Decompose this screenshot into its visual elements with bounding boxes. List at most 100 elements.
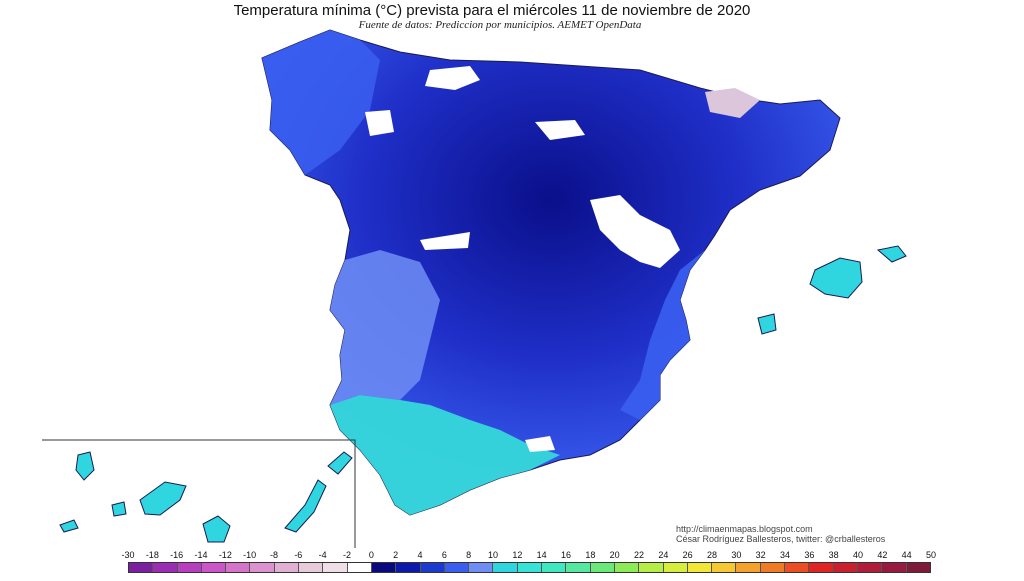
- legend-swatch: [736, 563, 761, 572]
- legend-swatch: [469, 563, 494, 572]
- credits-url: http://climaenmapas.blogspot.com: [676, 524, 813, 534]
- legend-swatch: [687, 563, 713, 572]
- temperature-legend: -30 -18 -16 -14 -12 -10 -8 -6 -4 -2 0 2 4 6 8 10 12 14 16 1…: [121, 550, 936, 576]
- island-gran-canaria: [202, 515, 231, 543]
- frost-sierra-nevada: [525, 436, 555, 452]
- legend-swatch: [129, 563, 154, 572]
- legend-swatch: [323, 563, 348, 572]
- legend-label: 18: [585, 550, 596, 560]
- frost-burgos: [535, 120, 585, 140]
- legend-swatch: [371, 563, 397, 572]
- legend-swatch: [566, 563, 591, 572]
- legend-label: 38: [828, 550, 839, 560]
- legend-swatch: [347, 563, 372, 572]
- island-lanzarote: [327, 451, 353, 475]
- island-ibiza: [757, 313, 777, 335]
- island-tenerife: [139, 481, 187, 516]
- legend-label: 14: [536, 550, 547, 560]
- credits: http://climaenmapas.blogspot.com César R…: [676, 524, 885, 544]
- legend-swatch: [590, 563, 615, 572]
- southwest-mild-zone: [330, 250, 440, 405]
- legend-swatch: [299, 563, 324, 572]
- island-la-palma: [75, 451, 95, 481]
- frost-cantabrian: [425, 66, 480, 90]
- legend-label: 0: [368, 550, 374, 560]
- legend-swatch: [614, 563, 640, 572]
- legend-label: 22: [633, 550, 644, 560]
- legend-swatch: [542, 563, 567, 572]
- legend-swatch: [420, 563, 445, 572]
- frost-leon: [365, 110, 394, 136]
- legend-swatch: [177, 563, 202, 572]
- legend-swatch: [809, 563, 834, 572]
- legend-label: -14: [194, 550, 208, 560]
- legend-swatch: [906, 563, 930, 572]
- legend-swatch: [444, 563, 470, 572]
- frost-iberian-system: [590, 195, 680, 268]
- south-warm-zone: [330, 395, 560, 515]
- legend-label: 34: [779, 550, 790, 560]
- northwest-galicia-zone: [262, 30, 380, 175]
- legend-swatch: [663, 563, 688, 572]
- legend-label: -12: [218, 550, 232, 560]
- legend-swatch: [226, 563, 251, 572]
- legend-label: -4: [318, 550, 327, 560]
- legend-colorbar: [128, 562, 931, 573]
- frost-pyrenees: [705, 88, 760, 118]
- legend-swatch: [274, 563, 300, 572]
- legend-label: 28: [706, 550, 717, 560]
- map-subtitle: Fuente de datos: Prediccion por municipi…: [358, 19, 642, 31]
- legend-swatch: [250, 563, 275, 572]
- east-coast-zone: [620, 250, 705, 420]
- canary-inset-frame: [42, 439, 356, 548]
- legend-label: 12: [512, 550, 523, 560]
- legend-label: -10: [243, 550, 257, 560]
- legend-label: 26: [682, 550, 693, 560]
- legend-label: 8: [466, 550, 472, 560]
- legend-label: -6: [294, 550, 303, 560]
- legend-swatch: [517, 563, 543, 572]
- legend-label: 6: [441, 550, 447, 560]
- island-mallorca: [809, 257, 863, 299]
- legend-label: 20: [609, 550, 620, 560]
- legend-label: 44: [901, 550, 912, 560]
- legend-label: 30: [731, 550, 742, 560]
- frost-central-system: [420, 232, 470, 250]
- legend-label: 2: [393, 550, 399, 560]
- legend-swatch: [153, 563, 178, 572]
- legend-label: 10: [487, 550, 498, 560]
- legend-swatch: [712, 563, 737, 572]
- legend-label: 40: [852, 550, 863, 560]
- legend-label: -18: [145, 550, 159, 560]
- legend-label: 24: [658, 550, 669, 560]
- legend-label: 16: [560, 550, 571, 560]
- credits-author: César Rodríguez Ballesteros, twitter: @c…: [676, 534, 886, 544]
- map-title: Temperatura mínima (°C) prevista para el…: [233, 2, 751, 19]
- legend-swatch: [785, 563, 810, 572]
- legend-label: -8: [269, 550, 278, 560]
- island-la-gomera: [111, 501, 127, 517]
- canary-islands: [59, 451, 353, 543]
- legend-label: 36: [804, 550, 815, 560]
- legend-swatch: [201, 563, 227, 572]
- legend-label: 42: [877, 550, 888, 560]
- legend-labels: -30 -18 -16 -14 -12 -10 -8 -6 -4 -2 0 2 4 6 8 10 12 14 16 1…: [121, 550, 936, 562]
- legend-swatch: [882, 563, 907, 572]
- legend-label: -30: [121, 550, 135, 560]
- legend-label: 32: [755, 550, 766, 560]
- legend-swatch: [396, 563, 421, 572]
- legend-swatch: [833, 563, 858, 572]
- island-menorca: [876, 245, 907, 263]
- legend-label: -2: [342, 550, 351, 560]
- legend-swatch: [493, 563, 518, 572]
- legend-swatch: [760, 563, 786, 572]
- legend-label: 50: [925, 550, 936, 560]
- legend-label: 4: [417, 550, 423, 560]
- legend-swatch: [857, 563, 883, 572]
- legend-label: -16: [170, 550, 184, 560]
- island-el-hierro: [59, 519, 79, 533]
- legend-swatch: [639, 563, 664, 572]
- island-fuerteventura: [284, 479, 327, 533]
